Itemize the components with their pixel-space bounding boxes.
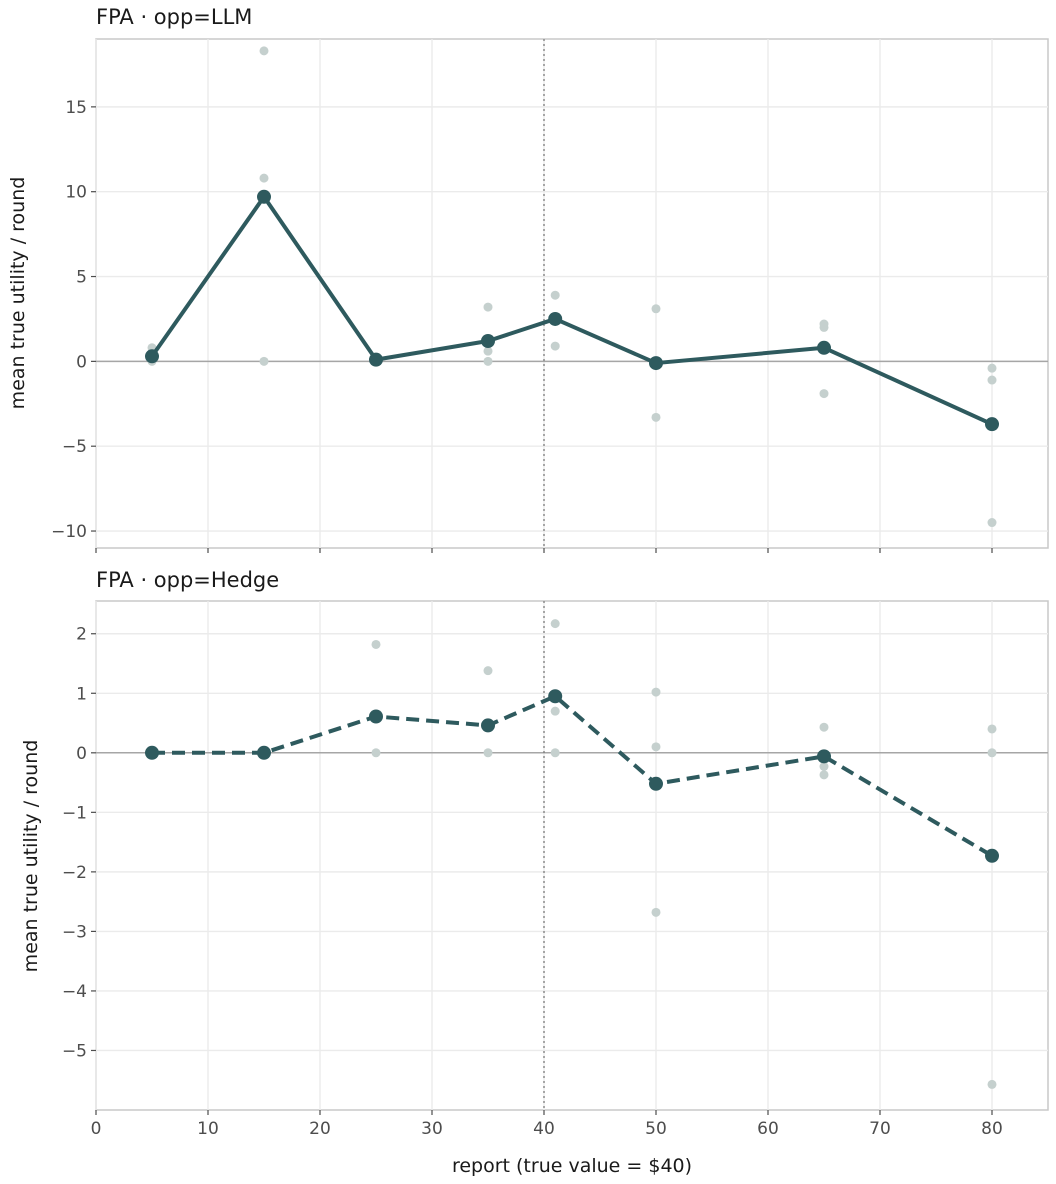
x-tick-label: 80 <box>981 1119 1003 1139</box>
panel-title: FPA · opp=LLM <box>96 5 252 29</box>
mean-utility-point <box>548 311 563 326</box>
raw-data-point <box>483 302 493 312</box>
mean-utility-point <box>145 349 159 364</box>
raw-data-point <box>550 748 560 758</box>
raw-data-point <box>483 666 493 676</box>
x-tick-label: 50 <box>645 1119 667 1139</box>
raw-data-point <box>819 761 829 771</box>
raw-data-point <box>819 722 829 732</box>
mean-utility-point <box>145 745 159 760</box>
raw-data-point <box>651 304 661 314</box>
raw-data-point <box>819 389 829 399</box>
raw-data-point <box>550 341 560 351</box>
raw-data-point <box>651 412 661 422</box>
raw-data-point <box>259 173 269 183</box>
mean-utility-point <box>985 848 999 863</box>
raw-data-point <box>371 748 381 758</box>
y-tick-label: 10 <box>65 183 87 203</box>
y-tick-label: 2 <box>76 625 87 645</box>
y-tick-label: −2 <box>62 863 87 883</box>
mean-utility-point <box>481 334 495 349</box>
raw-data-point <box>259 356 269 366</box>
raw-data-point <box>550 706 560 716</box>
mean-utility-point <box>649 776 663 791</box>
x-tick-label: 0 <box>91 1119 102 1139</box>
raw-data-point <box>483 748 493 758</box>
raw-data-point <box>483 346 493 356</box>
mean-utility-point <box>985 417 999 432</box>
raw-data-point <box>550 290 560 300</box>
raw-data-point <box>987 748 997 758</box>
y-tick-label: 5 <box>76 268 87 288</box>
mean-utility-point <box>257 745 271 760</box>
raw-data-point <box>371 639 381 649</box>
plot-area <box>95 600 1049 1111</box>
x-tick-label: 40 <box>533 1119 555 1139</box>
raw-data-point <box>987 375 997 385</box>
mean-utility-line <box>150 194 993 426</box>
raw-data-point <box>819 322 829 332</box>
y-tick-label: −1 <box>62 803 87 823</box>
raw-data-point <box>651 742 661 752</box>
mean-utility-point <box>548 689 563 704</box>
x-tick-label: 70 <box>869 1119 891 1139</box>
mean-utility-point <box>817 749 831 764</box>
y-tick-label: 15 <box>65 98 87 118</box>
raw-data-point <box>651 907 661 917</box>
y-axis-label: mean true utility / round <box>7 177 29 410</box>
panel-fpa-opp-llm: FPA · opp=LLM mean true utility / round … <box>7 5 1049 553</box>
y-tick-label: 0 <box>76 744 87 764</box>
y-tick-label: −3 <box>62 922 87 942</box>
raw-data-point <box>651 687 661 697</box>
raw-data-point <box>987 518 997 528</box>
y-tick-label: −5 <box>62 437 87 457</box>
plot-area <box>95 38 1049 549</box>
x-tick-label: 30 <box>421 1119 443 1139</box>
mean-utility-point <box>369 352 383 367</box>
mean-utility-point <box>369 709 383 724</box>
x-tick-label: 60 <box>757 1119 779 1139</box>
y-tick-label: −4 <box>62 982 87 1002</box>
y-tick-label: −5 <box>62 1041 87 1061</box>
y-tick-label: −10 <box>51 522 87 542</box>
raw-data-point <box>987 363 997 373</box>
raw-data-point <box>987 724 997 734</box>
x-tick-label: 20 <box>309 1119 331 1139</box>
raw-data-point <box>259 46 269 56</box>
y-tick-label: 0 <box>76 352 87 372</box>
y-tick-label: 1 <box>76 684 87 704</box>
mean-utility-point <box>481 718 495 733</box>
panel-title: FPA · opp=Hedge <box>96 568 279 592</box>
mean-utility-point <box>649 356 663 371</box>
y-axis-label: mean true utility / round <box>20 740 42 973</box>
x-axis-label: report (true value = $40) <box>452 1155 692 1177</box>
mean-utility-point <box>817 340 831 355</box>
mean-utility-line <box>152 694 994 858</box>
raw-data-point <box>987 1079 997 1089</box>
mean-utility-point <box>257 189 271 204</box>
raw-data-point <box>819 770 829 780</box>
raw-data-point <box>550 619 560 629</box>
raw-data-point <box>483 356 493 366</box>
panel-fpa-opp-hedge: FPA · opp=Hedge mean true utility / roun… <box>20 568 1049 1177</box>
x-tick-label: 10 <box>197 1119 219 1139</box>
